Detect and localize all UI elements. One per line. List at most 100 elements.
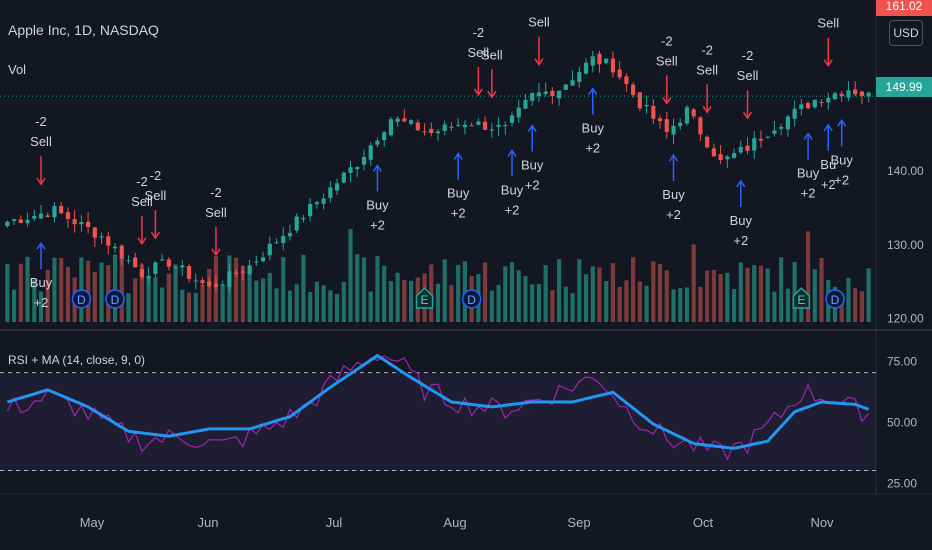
sell-arrow-head: [534, 58, 544, 66]
candle: [637, 92, 642, 109]
time-tick-label: May: [80, 515, 105, 530]
volume-bar: [691, 244, 696, 322]
volume-bar: [550, 290, 555, 322]
candle: [866, 92, 871, 97]
volume-bar: [664, 270, 669, 322]
volume-bar: [557, 259, 562, 322]
volume-bar: [792, 261, 797, 322]
buy-signal-label: Bu: [820, 157, 836, 172]
candle: [705, 136, 710, 148]
sell-signal-label: Sell: [737, 68, 759, 83]
volume-bar: [563, 286, 568, 322]
rsi-label: RSI + MA (14, close, 9, 0): [8, 353, 146, 367]
candle: [657, 118, 663, 122]
sell-arrow-head: [137, 237, 147, 246]
candle: [583, 62, 589, 74]
buy-signal-label: Buy: [797, 166, 820, 181]
buy-arrow-head: [372, 164, 383, 172]
sell-arrow-head: [36, 177, 46, 186]
sell-signal-label: Sell: [656, 53, 678, 68]
dividend-marker: [71, 289, 92, 309]
volume-bar: [52, 257, 57, 322]
volume-bar: [375, 256, 380, 322]
buy-arrow-head: [736, 179, 746, 188]
time-tick-label: Nov: [810, 515, 834, 530]
buy-signal-label: +2: [834, 172, 849, 187]
volume-bar: [146, 278, 151, 322]
buy-signal-label: Buy: [30, 275, 53, 290]
candle: [442, 124, 447, 131]
candle: [260, 257, 266, 262]
volume-bar: [577, 259, 582, 322]
sell-signal-label: -2: [136, 174, 148, 189]
candle: [281, 236, 286, 244]
volume-bar: [516, 270, 521, 322]
candle: [779, 126, 784, 129]
candle: [429, 128, 434, 134]
volume-bar: [684, 287, 690, 322]
volume-bar: [812, 269, 817, 322]
volume-bar: [321, 285, 326, 322]
candle: [462, 124, 468, 128]
candle: [617, 69, 622, 78]
candle: [826, 97, 831, 103]
volume-bar: [772, 291, 777, 322]
buy-signal-label: Buy: [447, 186, 470, 201]
volume-bar: [604, 280, 609, 322]
volume-bar: [59, 258, 64, 322]
candle: [72, 219, 77, 225]
candle: [368, 145, 373, 160]
candle: [859, 91, 864, 97]
sell-signal-label: Sell: [131, 194, 153, 209]
time-tick-label: Jun: [198, 515, 219, 530]
candle: [38, 213, 44, 219]
candle: [133, 257, 138, 268]
volume-bar: [112, 254, 118, 322]
candle: [86, 221, 91, 228]
volume-bar: [341, 281, 346, 322]
volume-bar: [193, 292, 198, 322]
candle: [610, 58, 616, 73]
volume-bar: [779, 257, 784, 322]
volume-bar: [853, 288, 858, 322]
sell-arrow-head: [150, 231, 161, 240]
candle: [139, 269, 145, 278]
time-tick-label: Aug: [443, 515, 466, 530]
volume-bar: [32, 279, 37, 322]
candle: [846, 90, 851, 98]
volume-bar: [530, 284, 535, 322]
volume-bar: [207, 268, 212, 322]
time-tick-label: Sep: [567, 515, 590, 530]
volume-bar: [483, 262, 488, 322]
candle: [516, 107, 521, 118]
volume-bar: [543, 265, 548, 322]
volume-bar: [294, 284, 299, 322]
volume-bar: [429, 264, 434, 322]
candle: [550, 90, 555, 97]
sell-arrow-head: [823, 59, 833, 68]
buy-arrow-head: [36, 241, 46, 250]
buy-signal-label: +2: [451, 206, 466, 221]
buy-signal-label: Buy: [662, 187, 685, 202]
currency-button[interactable]: USD: [889, 20, 923, 46]
dividend-marker: [461, 289, 482, 309]
candle: [287, 232, 293, 237]
candle: [213, 283, 219, 287]
sell-signal-label: Sell: [145, 188, 167, 203]
volume-bar: [765, 268, 770, 322]
candle: [254, 261, 259, 263]
volume-bar: [866, 268, 871, 322]
volume-bar: [738, 262, 743, 322]
sell-signal-label: -2: [35, 114, 47, 129]
dividend-label: D: [467, 293, 476, 307]
volume-bar: [92, 271, 97, 322]
sell-signal-label: -2: [701, 42, 713, 57]
candle: [334, 183, 340, 191]
rsi-tick-label: 75.00: [887, 354, 917, 368]
candle: [570, 80, 575, 86]
volume-bar: [678, 288, 683, 322]
volume-bar: [583, 274, 589, 322]
candle: [711, 148, 716, 157]
sell-signal-label: -2: [473, 25, 485, 40]
